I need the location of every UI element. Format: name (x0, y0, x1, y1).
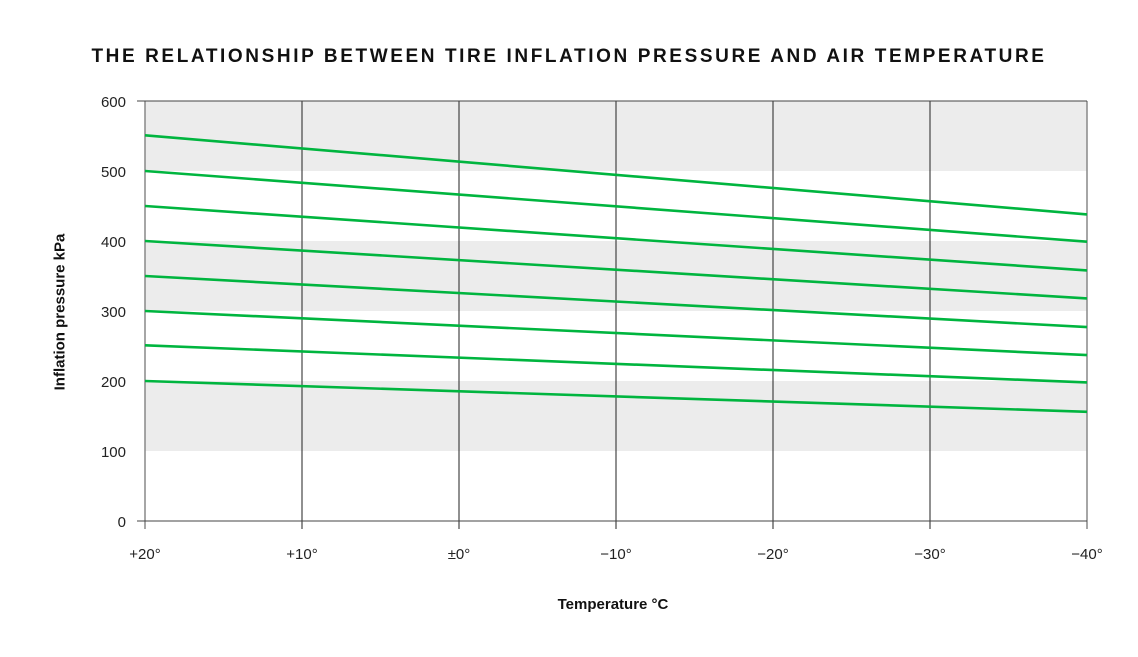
y-tick-label: 0 (118, 514, 126, 531)
series-line (144, 379, 1088, 414)
series-line (144, 169, 1088, 243)
x-tick-label: −10° (600, 546, 631, 563)
chart-title: THE RELATIONSHIP BETWEEN TIRE INFLATION … (91, 46, 1047, 67)
x-tick-label: +10° (286, 546, 317, 563)
x-tick-label: −40° (1071, 546, 1102, 563)
x-tick-label: ±0° (448, 546, 471, 563)
y-tick-label: 500 (101, 164, 126, 181)
x-tick-label: −20° (757, 546, 788, 563)
series-line (144, 204, 1088, 272)
x-tick-label: −30° (914, 546, 945, 563)
series-line (144, 274, 1088, 329)
series-line (144, 134, 1088, 216)
x-axis-label: Temperature °C (557, 596, 669, 613)
series-line (144, 344, 1088, 384)
x-tick-label: +20° (129, 546, 160, 563)
series-line (144, 239, 1088, 300)
y-tick-label: 100 (101, 444, 126, 461)
y-tick-label: 200 (101, 374, 126, 391)
y-tick-label: 400 (101, 234, 126, 251)
y-tick-label: 300 (101, 304, 126, 321)
series-line (144, 309, 1088, 357)
y-tick-label: 600 (101, 94, 126, 111)
